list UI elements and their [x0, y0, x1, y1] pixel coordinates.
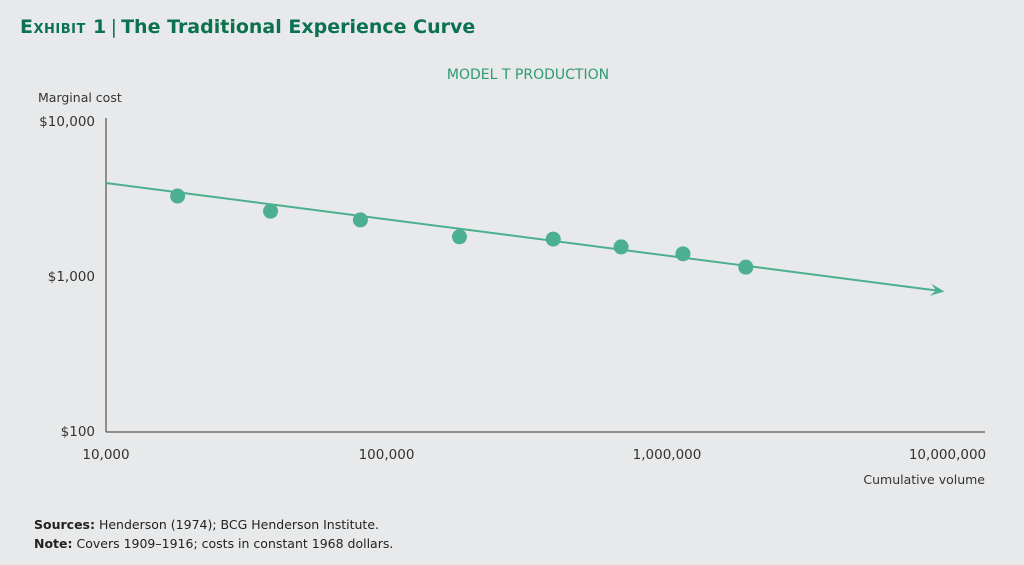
trend-line: [105, 182, 941, 293]
x-axis-label: Cumulative volume: [863, 472, 985, 487]
y-axis-label: Marginal cost: [38, 90, 122, 105]
data-point: [170, 188, 186, 204]
note-line: Note: Covers 1909–1916; costs in constan…: [34, 534, 393, 553]
data-point: [352, 212, 368, 228]
x-tick-label: 10,000: [82, 447, 129, 463]
x-tick-label: 100,000: [359, 447, 415, 463]
note-text: Covers 1909–1916; costs in constant 1968…: [72, 536, 394, 551]
data-point: [613, 239, 629, 255]
exhibit-number: Exhibit 1: [20, 16, 107, 38]
note-label: Note:: [34, 536, 73, 551]
y-tick-label: $100: [61, 424, 95, 440]
data-point: [738, 259, 754, 275]
data-point: [545, 231, 561, 247]
data-point: [451, 229, 467, 245]
exhibit-title-text: The Traditional Experience Curve: [121, 16, 476, 38]
x-tick-label: 10,000,000: [909, 447, 986, 463]
exhibit-title: Exhibit 1 | The Traditional Experience Cur…: [20, 16, 475, 38]
sources-label: Sources:: [34, 517, 95, 532]
sources-line: Sources: Henderson (1974); BCG Henderson…: [34, 515, 393, 534]
chart-title: MODEL T PRODUCTION: [447, 67, 609, 83]
sources-text: Henderson (1974); BCG Henderson Institut…: [94, 517, 379, 532]
x-tick-label: 1,000,000: [633, 447, 702, 463]
data-point: [675, 246, 691, 262]
trend-arrowhead-icon: [929, 283, 945, 296]
y-tick-label: $1,000: [48, 269, 95, 285]
y-tick-label: $10,000: [39, 114, 95, 130]
chart-notes: Sources: Henderson (1974); BCG Henderson…: [34, 515, 393, 553]
title-separator: |: [110, 16, 118, 38]
data-point: [263, 203, 279, 219]
